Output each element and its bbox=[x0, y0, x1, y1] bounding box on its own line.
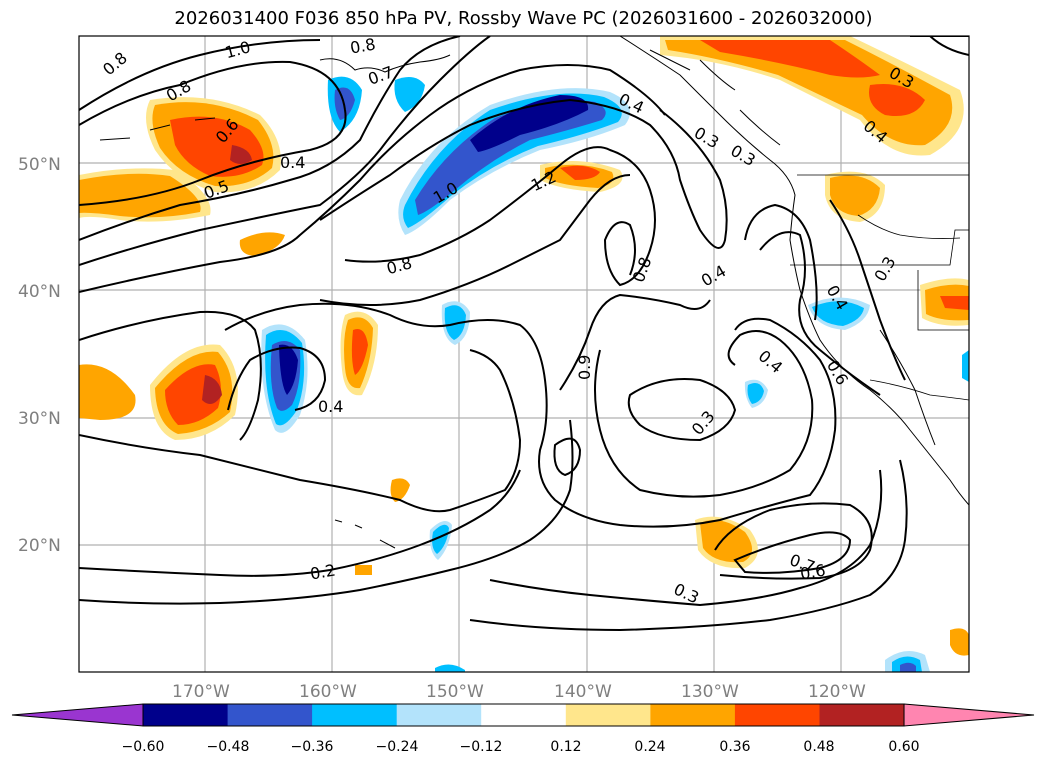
colorbar-tick: 0.48 bbox=[803, 739, 834, 755]
lat-label: 40°N bbox=[18, 282, 61, 302]
latitude-labels: 50°N 40°N 30°N 20°N bbox=[18, 155, 61, 556]
contour-label: 0.9 bbox=[575, 355, 594, 380]
colorbar-segment bbox=[227, 704, 313, 726]
colorbar-segment bbox=[734, 704, 821, 726]
political-borders bbox=[790, 174, 969, 401]
colorbar-tick: −0.36 bbox=[291, 739, 334, 755]
colorbar-segment bbox=[481, 704, 567, 726]
contour-label: 0.2 bbox=[309, 560, 337, 583]
lon-label: 140°W bbox=[554, 682, 612, 702]
colorbar-tick: −0.24 bbox=[376, 739, 419, 755]
colorbar-tick-labels: −0.60 −0.48 −0.36 −0.24 −0.12 0.12 0.24 … bbox=[122, 739, 920, 755]
lat-label: 30°N bbox=[18, 409, 61, 429]
colorbar-tick: 0.36 bbox=[719, 739, 750, 755]
colorbar-extend-low bbox=[11, 703, 144, 727]
negative-anomaly-fills bbox=[261, 76, 969, 672]
map-title: 2026031400 F036 850 hPa PV, Rossby Wave … bbox=[174, 8, 873, 29]
longitude-labels: 170°W 160°W 150°W 140°W 130°W 120°W bbox=[172, 682, 866, 702]
lon-label: 160°W bbox=[299, 682, 357, 702]
colorbar-extend-high bbox=[903, 703, 1035, 727]
contour-label: 0.4 bbox=[280, 153, 305, 172]
colorbar-segment bbox=[312, 704, 398, 726]
contour-label: 0.4 bbox=[318, 397, 343, 416]
colorbar-tick: 0.24 bbox=[634, 739, 665, 755]
contour-label: 0.6 bbox=[799, 560, 827, 583]
colorbar-segment bbox=[143, 704, 229, 726]
colorbar-frame bbox=[142, 703, 905, 727]
colorbar-segment bbox=[650, 704, 736, 726]
lon-label: 170°W bbox=[172, 682, 230, 702]
lon-label: 150°W bbox=[426, 682, 484, 702]
colorbar-segment bbox=[565, 704, 651, 726]
colorbar bbox=[11, 703, 1035, 727]
lat-label: 50°N bbox=[18, 155, 61, 175]
colorbar-tick: −0.60 bbox=[122, 739, 165, 755]
colorbar-segment bbox=[396, 704, 482, 726]
contour-label: 0.8 bbox=[349, 34, 377, 57]
map-frame bbox=[78, 35, 970, 673]
pv-contours bbox=[79, 36, 969, 632]
lon-label: 130°W bbox=[681, 682, 739, 702]
colorbar-tick: 0.12 bbox=[550, 739, 581, 755]
colorbar-segment bbox=[819, 704, 905, 726]
colorbar-tick: 0.60 bbox=[888, 739, 919, 755]
coastlines bbox=[99, 36, 969, 549]
lat-label: 20°N bbox=[18, 536, 61, 556]
colorbar-tick: −0.48 bbox=[207, 739, 250, 755]
lon-label: 120°W bbox=[808, 682, 866, 702]
colorbar-tick: −0.12 bbox=[460, 739, 503, 755]
